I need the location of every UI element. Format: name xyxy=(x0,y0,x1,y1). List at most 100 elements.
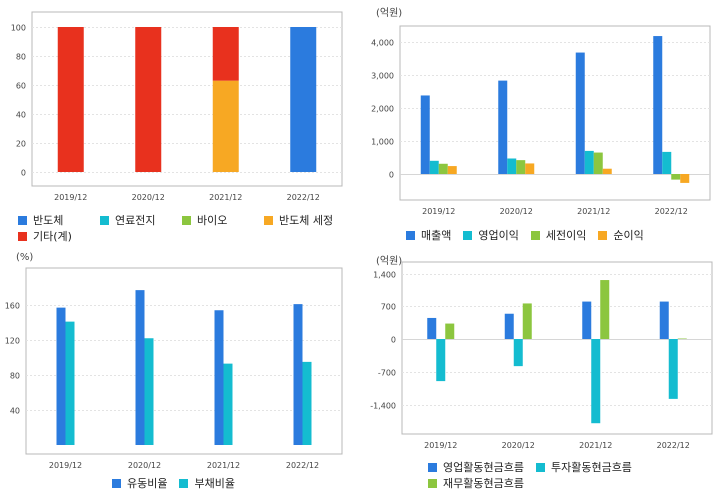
x-tick-label: 2019/12 xyxy=(424,441,457,450)
legend-label: 유동비율 xyxy=(127,477,168,490)
bar-투자활동현금흐름-2020/12 xyxy=(513,339,523,367)
bar-영업활동현금흐름-2021/12 xyxy=(582,301,592,339)
legend-item: 영업이익 xyxy=(463,228,519,243)
bar-매출액-2020/12 xyxy=(498,80,508,174)
bar-영업활동현금흐름-2020/12 xyxy=(504,313,514,339)
y-tick-label: 700 xyxy=(381,303,396,312)
x-tick-label: 2022/12 xyxy=(286,461,319,470)
bar-유동비율-2022/12 xyxy=(293,304,303,445)
cashflow-plot: -1,400 -700 0 700 1,400 2019/12 2020/12 2021/12… xyxy=(370,261,713,450)
bar-유동비율-2020/12 xyxy=(135,290,145,445)
bar-영업이익-2022/12 xyxy=(662,151,672,174)
bar-재무활동현금흐름-2022/12 xyxy=(677,338,687,340)
plot-frame xyxy=(25,267,343,455)
x-tick-label: 2019/12 xyxy=(54,193,87,202)
legend-label: 재무활동현금흐름 xyxy=(443,477,524,490)
bar-매출액-2021/12 xyxy=(575,52,585,175)
y-tick-label: 80 xyxy=(10,372,20,381)
x-tick-label: 2020/12 xyxy=(128,461,161,470)
y-tick-label: 4,000 xyxy=(371,39,394,48)
plot-frame xyxy=(401,261,713,435)
segment-share-chart: 0 20 40 60 80 100 2019/12 2020/12 2021/12 2022/12… xyxy=(0,0,360,248)
bar-부채비율-2020/12 xyxy=(144,338,154,445)
bar-세전이익-2020/12 xyxy=(516,160,526,174)
segment-share-legend: 반도체 연료전지 바이오 반도체 세정 기타(계) xyxy=(18,213,358,245)
plot-frame xyxy=(399,25,711,201)
legend-label: 연료전지 xyxy=(115,214,156,227)
x-tick-label: 2022/12 xyxy=(657,441,690,450)
y-tick-label: 160 xyxy=(5,302,20,311)
x-tick-label: 2022/12 xyxy=(287,193,320,202)
legend-swatch xyxy=(182,216,191,225)
x-tick-label: 2019/12 xyxy=(422,207,455,216)
x-tick-label: 2021/12 xyxy=(209,193,242,202)
bar-세전이익-2022/12 xyxy=(671,174,681,180)
legend-swatch xyxy=(463,231,473,240)
legend-item: 반도체 세정 xyxy=(264,213,340,228)
y-tick-label: 2,000 xyxy=(371,105,394,114)
legend-swatch xyxy=(18,232,27,241)
bar-순이익-2020/12 xyxy=(525,163,535,174)
bar-영업활동현금흐름-2019/12 xyxy=(427,317,437,339)
legend-label: 투자활동현금흐름 xyxy=(550,461,632,474)
y-tick-label: 80 xyxy=(16,53,26,62)
legend-item: 반도체 xyxy=(18,213,94,228)
bar-부채비율-2021/12 xyxy=(223,363,233,445)
bar-세전이익-2021/12 xyxy=(593,152,603,174)
legend-label: 반도체 세정 xyxy=(279,214,334,227)
bar-기타(계)-2019/12 xyxy=(57,27,84,172)
y-tick-label: 100 xyxy=(11,24,26,33)
x-tick-label: 2019/12 xyxy=(49,461,82,470)
x-tick-label: 2021/12 xyxy=(577,207,610,216)
bar-부채비율-2022/12 xyxy=(302,361,312,445)
y-tick-label: 0 xyxy=(389,171,394,180)
x-tick-label: 2021/12 xyxy=(207,461,240,470)
bar-영업이익-2020/12 xyxy=(507,158,517,174)
x-tick-label: 2022/12 xyxy=(655,207,688,216)
bar-재무활동현금흐름-2021/12 xyxy=(600,280,610,339)
bar-투자활동현금흐름-2022/12 xyxy=(668,339,678,399)
legend-item: 세전이익 xyxy=(530,228,587,243)
legend-swatch xyxy=(18,216,27,225)
legend-swatch xyxy=(598,231,608,240)
y-tick-label: 40 xyxy=(16,111,26,120)
legend-swatch xyxy=(406,231,415,240)
segment-share-plot: 0 20 40 60 80 100 2019/12 2020/12 2021/12 2022/12 xyxy=(11,11,343,202)
bar-순이익-2021/12 xyxy=(602,168,612,174)
x-tick-label: 2020/12 xyxy=(500,207,533,216)
y-tick-label: 120 xyxy=(5,337,20,346)
legend-swatch xyxy=(530,231,540,240)
bar-영업활동현금흐름-2022/12 xyxy=(659,301,669,339)
legend-label: 세전이익 xyxy=(545,229,587,242)
plot-frame xyxy=(31,11,343,187)
bar-세전이익-2019/12 xyxy=(438,163,448,174)
income-unit-label: (억원) xyxy=(376,8,403,19)
y-tick-label: 1,000 xyxy=(371,138,394,147)
y-tick-label: 0 xyxy=(21,169,26,178)
legend-swatch xyxy=(428,479,437,488)
legend-item: 연료전지 xyxy=(100,213,176,228)
x-tick-label: 2021/12 xyxy=(579,441,612,450)
legend-swatch xyxy=(428,463,437,472)
bar-매출액-2019/12 xyxy=(420,95,430,174)
bar-유동비율-2019/12 xyxy=(56,307,66,445)
legend-label: 매출액 xyxy=(421,229,452,242)
cashflow-chart: (억원) -1,400 -700 0 700 1,400 2019/12 2020/12 20… xyxy=(360,248,720,496)
y-tick-label: 40 xyxy=(10,407,20,416)
ratios-legend: 유동비율 부채비율 xyxy=(112,476,352,492)
legend-item: 영업활동현금흐름 xyxy=(428,460,524,475)
y-tick-label: 0 xyxy=(391,336,396,345)
y-tick-label: 1,400 xyxy=(373,271,396,280)
legend-label: 영업활동현금흐름 xyxy=(443,461,524,474)
legend-item: 부채비율 xyxy=(179,476,235,491)
legend-item: 투자활동현금흐름 xyxy=(535,460,632,475)
bar-기타(계)-2021/12 xyxy=(212,27,239,81)
x-tick-label: 2020/12 xyxy=(502,441,535,450)
x-tick-label: 2020/12 xyxy=(132,193,165,202)
legend-swatch xyxy=(535,463,545,472)
bar-매출액-2022/12 xyxy=(653,36,663,175)
bar-반도체 세정-2021/12 xyxy=(212,80,239,172)
y-tick-label: 3,000 xyxy=(371,72,394,81)
ratios-chart: (%) 40 80 120 160 2019/12 2020/12 2021/12 2022/… xyxy=(0,248,360,496)
